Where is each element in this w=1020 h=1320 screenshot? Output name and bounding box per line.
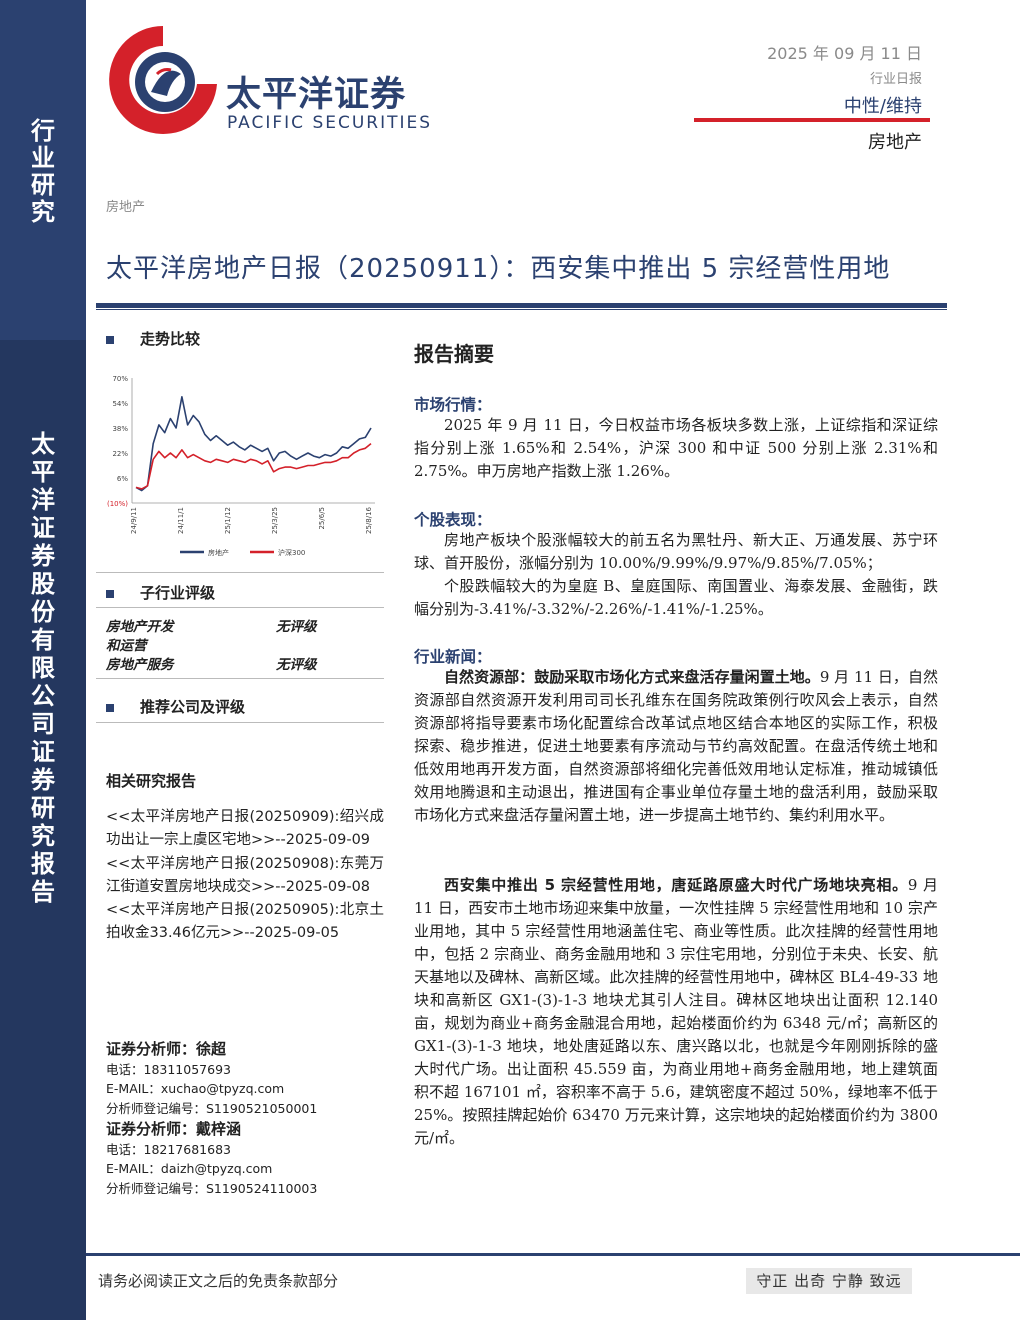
- sidebar-char: 究: [31, 822, 55, 850]
- sidebar-char: 券: [31, 766, 55, 794]
- footer-rule: [86, 1253, 1020, 1256]
- series-line: [135, 395, 372, 492]
- x-tick-label: 25/6/5: [318, 507, 326, 530]
- analyst-phone: 电话：18311057693: [106, 1062, 231, 1077]
- logo-text-en: PACIFIC SECURITIES: [227, 113, 433, 133]
- analyst-registration: 分析师登记编号：S1190521050001: [106, 1100, 318, 1116]
- y-tick-label: 70%: [112, 375, 128, 383]
- analyst-name: 证券分析师：戴梓涵: [106, 1120, 242, 1138]
- sidebar-char: 告: [31, 878, 55, 906]
- analyst-email[interactable]: E-MAIL：xuchao@tpyzq.com: [106, 1081, 285, 1097]
- sidebar-company-vertical: 太平洋证券股份有限公司证券研究报告: [0, 430, 86, 906]
- x-tick-label: 24/11/1: [177, 507, 185, 534]
- analyst-email[interactable]: E-MAIL：daizh@tpyzq.com: [106, 1161, 273, 1177]
- legend-label: 沪深300: [278, 548, 305, 557]
- y-tick-label: 38%: [112, 425, 128, 433]
- divider: [96, 678, 384, 679]
- y-tick-label: 6%: [117, 475, 128, 483]
- sidebar-char: 限: [31, 654, 55, 682]
- divider: [96, 722, 384, 723]
- stocks-section-title: 个股表现：: [414, 511, 492, 529]
- sidebar-char: 洋: [31, 486, 55, 514]
- sidebar-char: 公: [31, 682, 55, 710]
- recommend-section-title: 推荐公司及评级: [106, 696, 245, 717]
- related-report-link[interactable]: <<太平洋房地产日报(20250905):北京土拍收金33.46亿元>>--20…: [106, 902, 384, 942]
- x-tick-label: 25/3/25: [271, 507, 279, 534]
- sidebar-char: 行: [31, 117, 55, 145]
- report-type: 行业日报: [869, 72, 922, 87]
- divider: [96, 572, 384, 573]
- disclaimer-note: 请务必阅读正文之后的免责条款部分: [98, 1272, 339, 1290]
- sidebar-char: 报: [31, 850, 55, 878]
- legend-label: 房地产: [208, 548, 229, 557]
- sidebar-char: 业: [31, 144, 55, 172]
- industry-rating: 中性/维持: [843, 96, 922, 117]
- subindustry-table: 房地产开发 无评级 和运营 房地产服务 无评级: [106, 618, 376, 675]
- trend-chart: 70% 54% 38% 22% 6% (10%)24/9/11 24/11/1 25/1/12…: [107, 375, 375, 557]
- sidebar-char: 股: [31, 570, 55, 598]
- logo-text-cn: 太平洋证券: [226, 75, 407, 115]
- square-bullet-icon: [106, 335, 114, 344]
- summary-title: 报告摘要: [414, 342, 494, 366]
- analyst-card: 证券分析师：徐超 电话：18311057693 E-MAIL：xuchao@tp…: [106, 1038, 386, 1118]
- news-paragraph-1: 自然资源部：鼓励采取市场化方式来盘活存量闲置土地。9 月 11 日，自然资源部自…: [414, 668, 938, 824]
- sidebar-char: 证: [31, 514, 55, 542]
- pacific-logo-icon: [109, 26, 217, 134]
- analyst-registration: 分析师登记编号：S1190524110003: [106, 1180, 318, 1196]
- sidebar-char: 研: [31, 171, 55, 199]
- x-tick-label: 24/9/11: [130, 507, 138, 534]
- sidebar-char: 平: [31, 458, 55, 486]
- sidebar-char: 份: [31, 598, 55, 626]
- market-section-title: 市场行情：: [414, 396, 492, 414]
- sidebar-char: 究: [31, 198, 55, 226]
- related-report-link[interactable]: <<太平洋房地产日报(20250908):东莞万江街道安置房地块成交>>--20…: [106, 855, 384, 895]
- analyst-name: 证券分析师：徐超: [106, 1040, 227, 1058]
- stocks-paragraph: 房地产板块个股涨幅较大的前五名为黑牡丹、新大正、万通发展、苏宁环球、首开股份，涨…: [414, 531, 938, 618]
- subindustry-section-title: 子行业评级: [106, 582, 215, 603]
- trend-section-title: 走势比较: [106, 328, 200, 349]
- series-line: [135, 442, 372, 490]
- divider: [96, 607, 384, 608]
- analyst-card: 证券分析师：戴梓涵 电话：18217681683 E-MAIL：daizh@tp…: [106, 1118, 386, 1198]
- square-bullet-icon: [106, 589, 114, 598]
- related-reports-title: 相关研究报告: [106, 772, 197, 790]
- square-bullet-icon: [106, 703, 114, 712]
- news-headline: 西安集中推出 5 宗经营性用地，唐延路原盛大时代广场地块亮相。: [444, 876, 908, 894]
- report-date: 2025 年 09 月 11 日: [767, 44, 922, 63]
- company-motto: 守正 出奇 宁静 致远: [746, 1268, 912, 1294]
- left-band-upper: [0, 0, 86, 340]
- header-accent-line: [694, 118, 930, 122]
- related-reports-list: <<太平洋房地产日报(20250909):绍兴成功出让一宗上虞区宅地>>--20…: [106, 806, 384, 946]
- sidebar-char: 研: [31, 794, 55, 822]
- sidebar-top-label: 行业研究: [0, 118, 86, 226]
- sidebar-char: 司: [31, 710, 55, 738]
- header-industry: 房地产: [868, 132, 922, 153]
- y-tick-label: 22%: [112, 450, 128, 458]
- news-section-title: 行业新闻：: [414, 648, 492, 666]
- sidebar-char: 太: [31, 430, 55, 458]
- analyst-phone: 电话：18217681683: [106, 1142, 231, 1157]
- sidebar-char: 券: [31, 542, 55, 570]
- table-row: 房地产服务 无评级: [106, 657, 317, 673]
- table-row: 和运营: [106, 638, 147, 654]
- y-tick-label: (10%): [107, 500, 128, 508]
- industry-small-label: 房地产: [106, 200, 146, 215]
- related-report-link[interactable]: <<太平洋房地产日报(20250909):绍兴成功出让一宗上虞区宅地>>--20…: [106, 809, 384, 849]
- news-headline: 自然资源部：鼓励采取市场化方式来盘活存量闲置土地。: [444, 668, 820, 686]
- title-rule: [96, 303, 947, 308]
- title-rule-thin: [96, 309, 947, 310]
- table-row: 房地产开发 无评级: [106, 619, 317, 635]
- sidebar-char: 证: [31, 738, 55, 766]
- x-tick-label: 25/1/12: [224, 507, 232, 534]
- x-tick-label: 25/8/16: [365, 506, 373, 534]
- market-paragraph: 2025 年 9 月 11 日，今日权益市场各板块多数上涨，上证综指和深证综指分…: [414, 416, 938, 480]
- sidebar-char: 有: [31, 626, 55, 654]
- news-paragraph-2: 西安集中推出 5 宗经营性用地，唐延路原盛大时代广场地块亮相。9 月 11 日，…: [414, 876, 939, 1147]
- y-tick-label: 54%: [112, 400, 128, 408]
- report-title: 太平洋房地产日报（20250911）：西安集中推出 5 宗经营性用地: [106, 254, 891, 284]
